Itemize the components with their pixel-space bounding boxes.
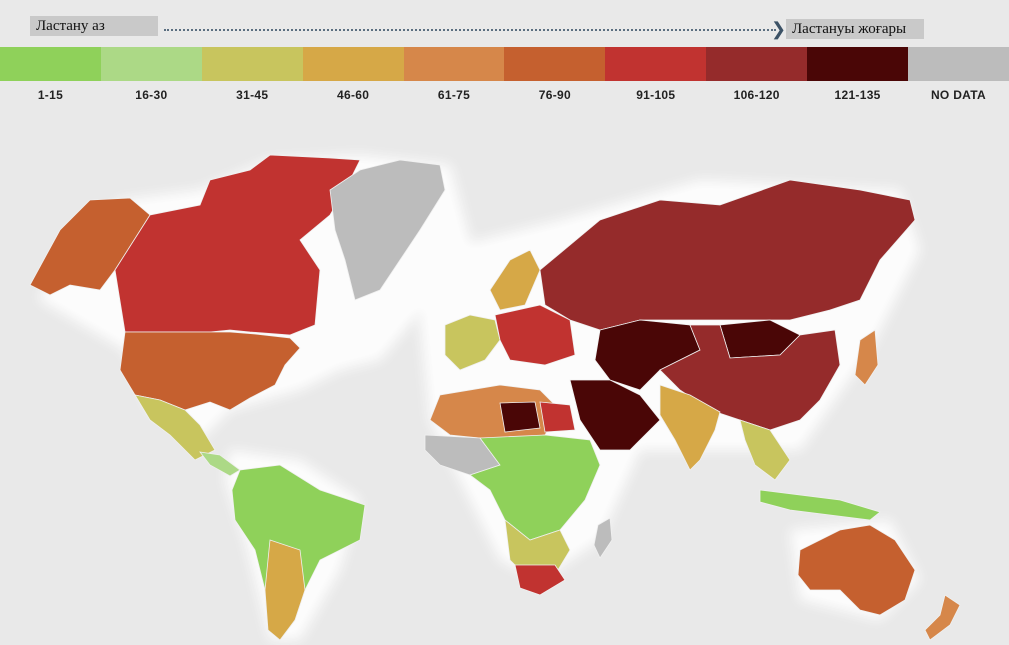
legend-label-10: NO DATA: [930, 88, 986, 102]
arrow-right-icon: ❯: [771, 19, 787, 39]
legend-swatch-7: [605, 47, 707, 81]
high-pollution-label: Ластануы жоғары: [786, 19, 924, 39]
legend-label-7: 91-105: [636, 88, 676, 102]
region-argentina: [264, 539, 306, 641]
legend-label-3: 31-45: [236, 88, 269, 102]
world-map: [29, 154, 961, 641]
legend-swatch-6: [504, 47, 606, 81]
region-southeast-asia: [739, 419, 791, 481]
region-canada: [114, 154, 361, 336]
legend-swatch-5: [403, 47, 505, 81]
legend-swatch-10: [908, 47, 1009, 81]
legend-label-4: 46-60: [337, 88, 370, 102]
legend-label-9: 121-135: [834, 88, 881, 102]
legend-swatch-4: [302, 47, 404, 81]
legend-label-8: 106-120: [733, 88, 780, 102]
region-madagascar: [593, 517, 613, 559]
region-indonesia: [759, 489, 881, 521]
legend-swatch-9: [807, 47, 909, 81]
region-egypt: [539, 401, 576, 433]
region-australia: [797, 524, 916, 616]
scale-arrow-line: [164, 29, 776, 31]
legend-labels: 1-15 16-30 31-45 46-60 61-75 76-90 91-10…: [0, 88, 1009, 106]
region-north-africa: [429, 384, 561, 441]
legend-label-1: 1-15: [37, 88, 64, 102]
region-russia: [539, 179, 916, 331]
region-greenland: [329, 159, 446, 301]
legend-label-5: 61-75: [437, 88, 471, 102]
legend-swatch-2: [100, 47, 202, 81]
region-western-europe: [444, 314, 501, 371]
legend-color-bar: [0, 47, 1009, 81]
region-south-africa: [514, 564, 566, 596]
region-mexico: [134, 394, 216, 461]
legend-swatch-1: [0, 47, 101, 81]
region-eastern-europe: [494, 304, 576, 366]
region-central-america: [199, 451, 241, 477]
legend-label-2: 16-30: [135, 88, 168, 102]
region-new-zealand: [924, 594, 961, 641]
region-libya: [499, 401, 541, 433]
region-india: [659, 384, 721, 471]
region-middle-east: [569, 379, 661, 451]
region-japan: [854, 329, 879, 386]
legend-swatch-3: [201, 47, 303, 81]
legend-label-6: 76-90: [538, 88, 571, 102]
legend-swatch-8: [706, 47, 808, 81]
low-pollution-label: Ластану аз: [30, 16, 158, 36]
